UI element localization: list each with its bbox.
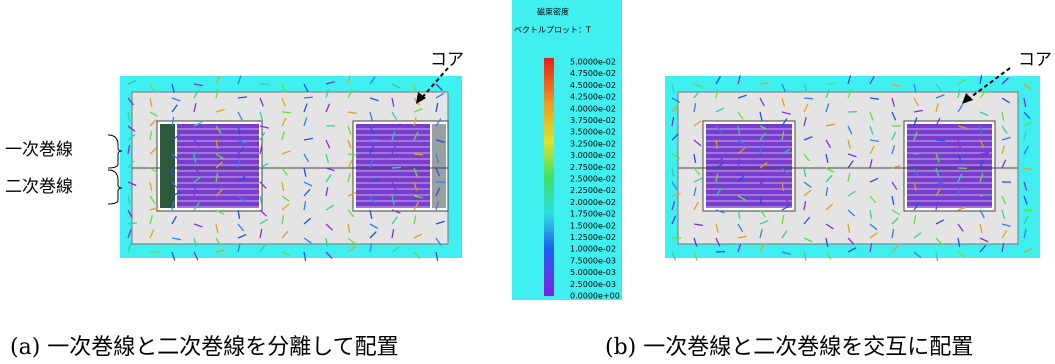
panel-b: コア (b) 一次巻線と二次巻線を交互に配置 [605,50,1052,360]
vector [392,167,401,168]
colorbar-label: 7.5000e-03 [570,256,616,265]
vector [414,154,423,155]
colorbar-labels: 5.0000e-02 4.7500e-02 4.5000e-02 4.2500e-02… [570,58,620,301]
winding [907,124,992,208]
colorbar-label: 3.2500e-02 [570,139,616,148]
core-label: コア [430,50,464,70]
colorbar-label: 2.0000e-02 [570,198,616,207]
colorbar-label: 4.7500e-02 [570,69,616,78]
vector [304,97,313,98]
colorbar-label: 3.7500e-02 [570,116,616,125]
brace [108,170,122,204]
colorbar: 磁束密度 ベクトルプロット：T 5.0000e-02 4.7500e-02 4.50… [512,0,622,301]
colorbar-label: 0.0000e+00 [570,292,620,301]
vector [282,112,291,113]
colorbar-label: 2.5000e-03 [570,280,616,289]
vector [914,153,923,154]
vector [936,140,945,141]
core-label: コア [1018,50,1052,70]
colorbar-label: 4.0000e-02 [570,104,616,113]
colorbar-label: 1.2500e-02 [570,233,616,242]
colorbar-label: 2.2500e-02 [570,186,616,195]
colorbar-label: 3.5000e-02 [570,128,616,137]
colorbar-bg [512,0,622,300]
colorbar-label: 3.0000e-02 [570,151,616,160]
secondary-label: 二次巻線 [5,177,73,197]
colorbar-label: 4.5000e-02 [570,81,616,90]
colorbar-label: 1.5000e-02 [570,221,616,230]
colorbar-label: 4.2500e-02 [570,93,616,102]
colorbar-label: 2.5000e-02 [570,175,616,184]
colorbar-label: 2.7500e-02 [570,163,616,172]
colorbar-label: 5.0000e-03 [570,268,616,277]
brace [108,135,122,168]
colorbar-label: 1.0000e-02 [570,245,616,254]
caption: (a) 一次巻線と二次巻線を分離して配置 [10,335,399,360]
colorbar-title: 磁束密度 [537,7,569,17]
primary-label: 一次巻線 [5,140,73,160]
vector [1024,210,1033,211]
colorbar-label: 1.7500e-02 [570,210,616,219]
vector [804,98,813,99]
panel-a: コア 一次巻線 二次巻線 (a) 一次巻線と二次巻線を分離して配置 [5,50,464,360]
winding [432,124,446,208]
colorbar-subtitle: ベクトルプロット：T [514,26,591,35]
color-scale [544,58,554,296]
figure: コア 一次巻線 二次巻線 (a) 一次巻線と二次巻線を分離して配置 磁束密度 ベ… [0,0,1055,364]
vector [826,83,835,84]
colorbar-label: 5.0000e-02 [570,58,616,67]
caption: (b) 一次巻線と二次巻線を交互に配置 [605,335,973,360]
